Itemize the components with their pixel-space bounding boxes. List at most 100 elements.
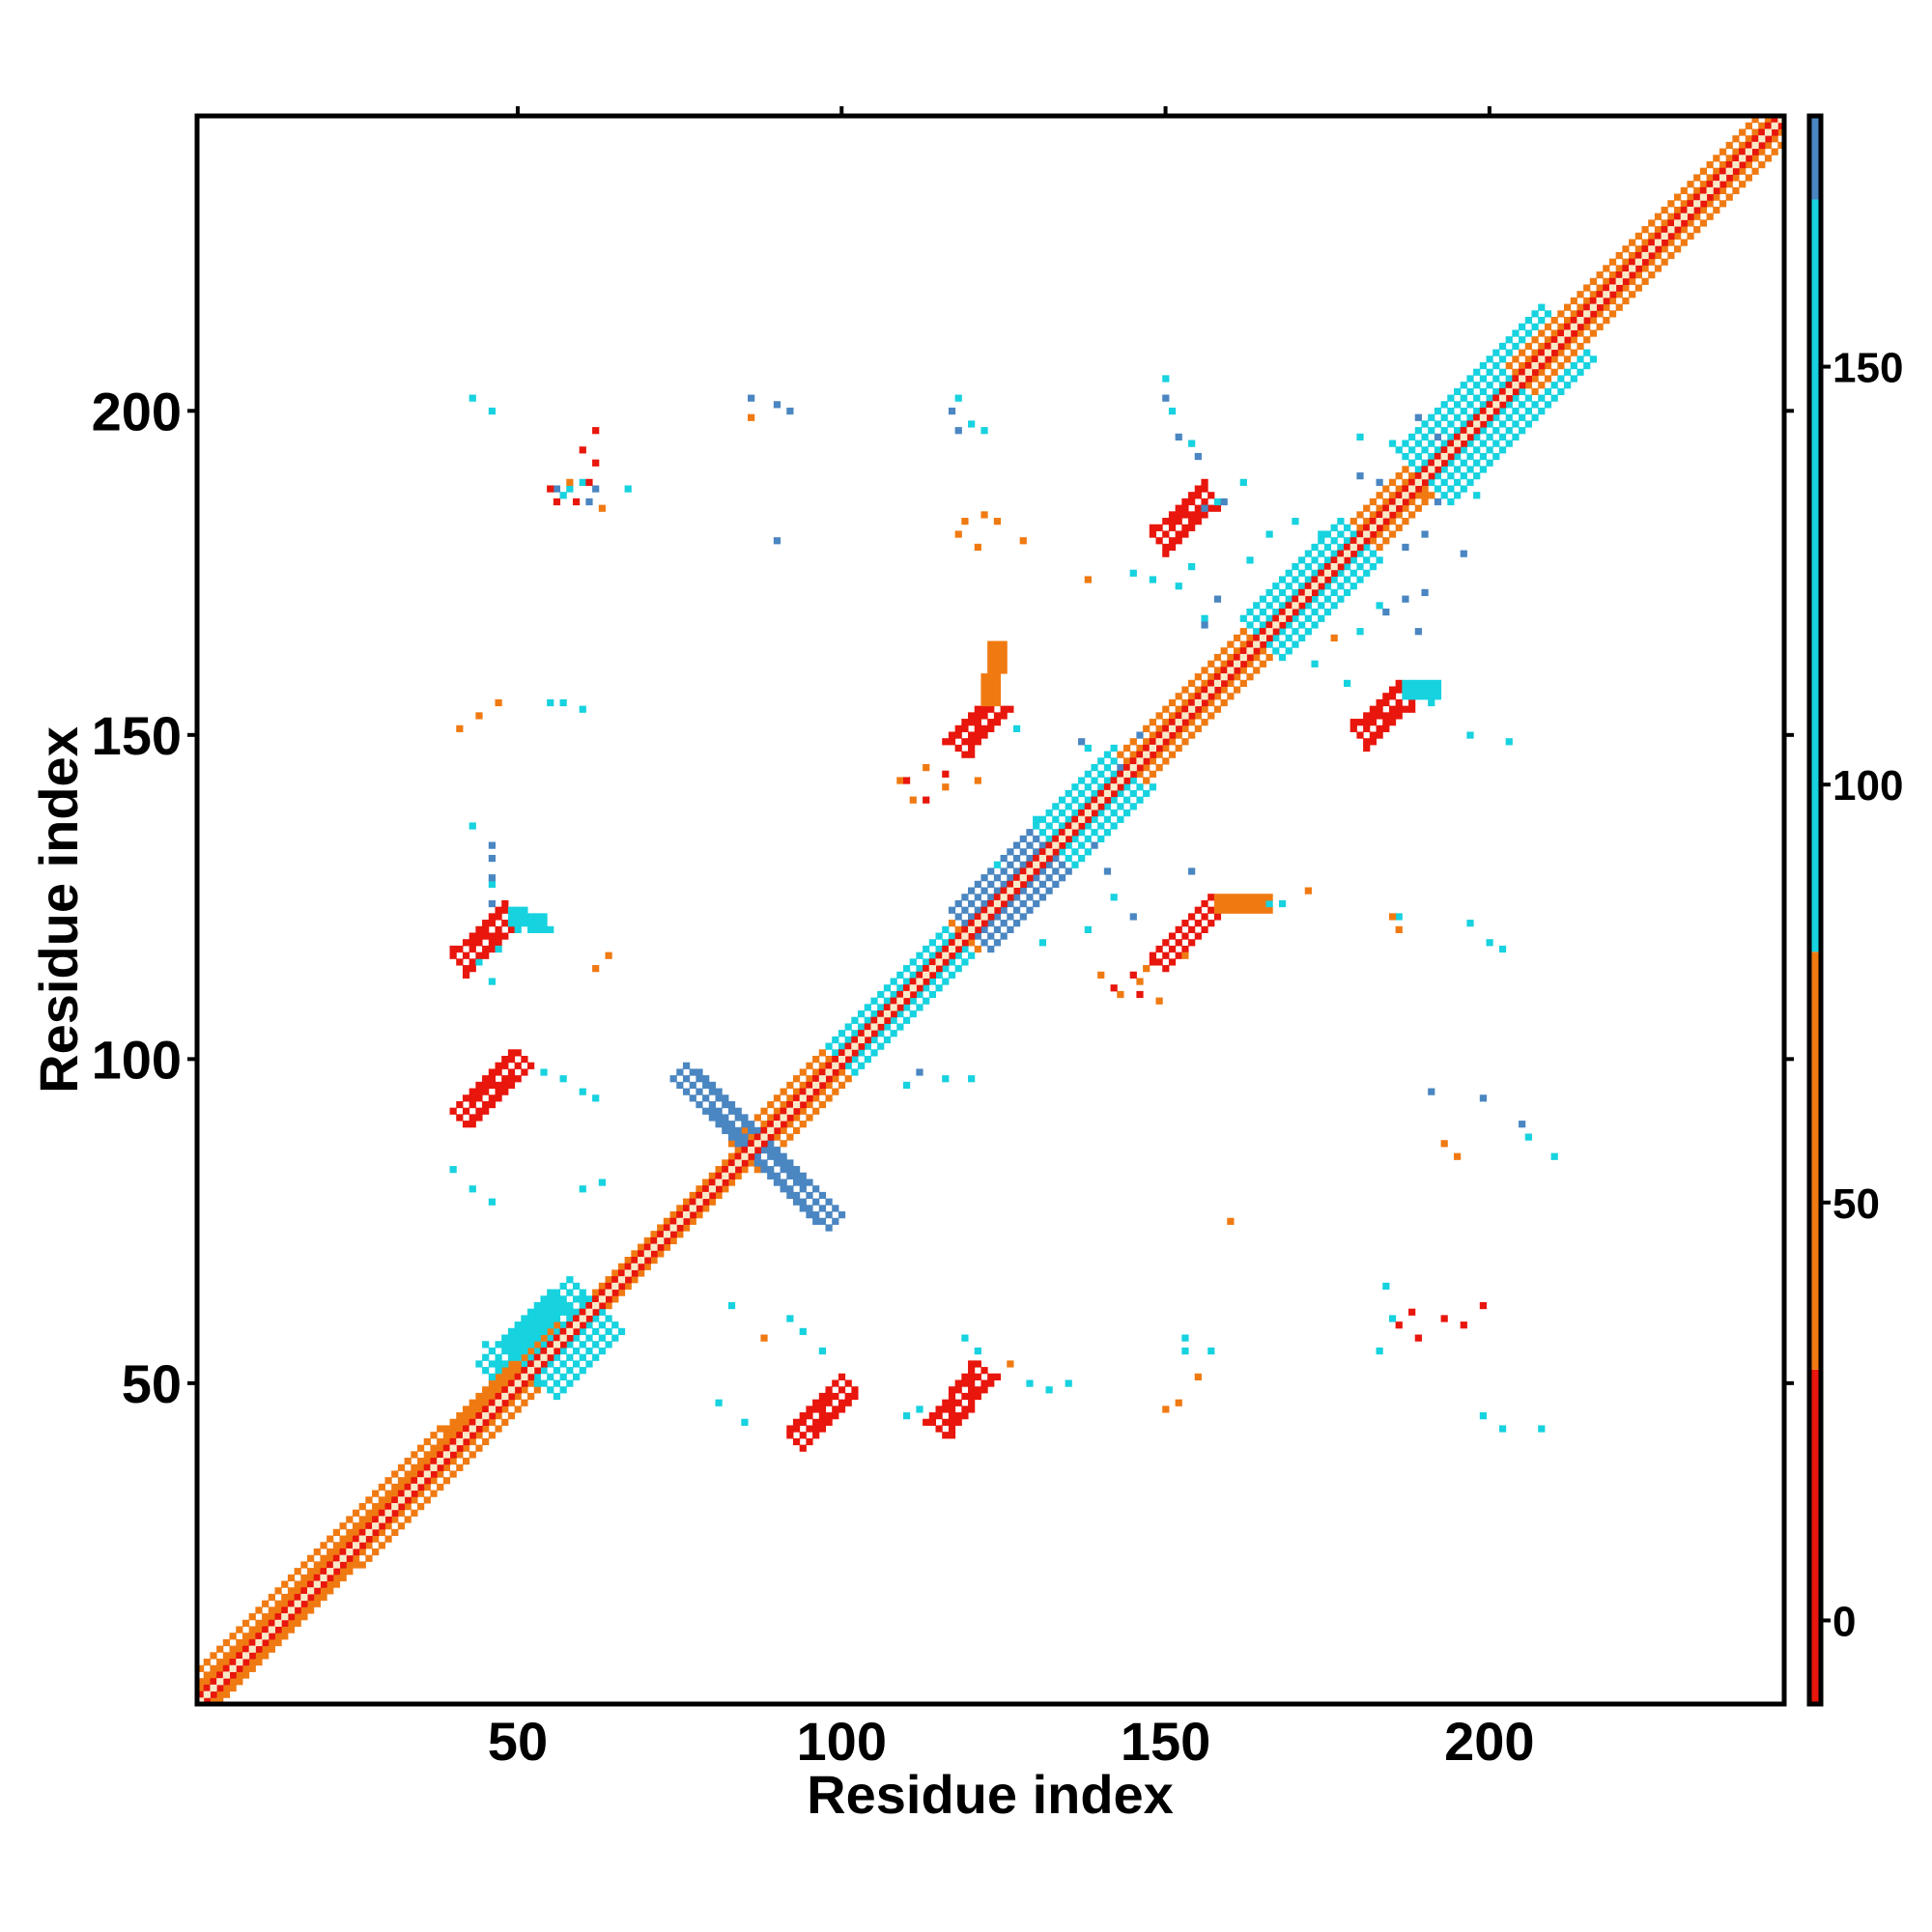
- heatmap-cell: [818, 1399, 826, 1406]
- heatmap-cell: [1298, 634, 1306, 642]
- heatmap-cell: [1629, 277, 1636, 285]
- heatmap-cell: [1395, 686, 1403, 694]
- heatmap-cell: [222, 1678, 231, 1686]
- heatmap-cell: [773, 1179, 781, 1186]
- heatmap-cell: [242, 1659, 250, 1666]
- heatmap-cell: [553, 1295, 561, 1303]
- heatmap-cell: [1395, 913, 1403, 921]
- heatmap-cell: [507, 1367, 516, 1375]
- heatmap-cell: [1699, 167, 1708, 175]
- heatmap-cell: [268, 1593, 275, 1602]
- heatmap-cell: [372, 1522, 380, 1530]
- heatmap-cell: [1395, 504, 1403, 512]
- heatmap-cell: [773, 1133, 781, 1141]
- heatmap-cell: [786, 1166, 794, 1174]
- heatmap-cell: [527, 1379, 535, 1387]
- heatmap-cell: [611, 1276, 619, 1284]
- heatmap-cell: [1557, 375, 1565, 383]
- heatmap-cell: [708, 1198, 716, 1206]
- heatmap-cell: [495, 1373, 502, 1380]
- heatmap-cell: [216, 1697, 224, 1705]
- heatmap-cell: [1428, 472, 1435, 480]
- heatmap-cell: [482, 1081, 490, 1090]
- heatmap-cell: [300, 1600, 308, 1607]
- heatmap-cell: [352, 1528, 360, 1537]
- heatmap-cell: [1376, 543, 1383, 552]
- heatmap-cell: [1201, 497, 1208, 506]
- heatmap-cell: [1117, 764, 1124, 772]
- heatmap-cell: [1395, 524, 1403, 531]
- heatmap-cell: [1162, 518, 1170, 526]
- heatmap-cell: [1078, 789, 1086, 798]
- heatmap-cell: [1693, 174, 1701, 182]
- heatmap-cell: [1188, 731, 1196, 739]
- heatmap-cell: [411, 1463, 418, 1471]
- heatmap-cell: [527, 1373, 535, 1380]
- heatmap-cell: [1278, 899, 1287, 908]
- heatmap-cell: [559, 1282, 567, 1291]
- heatmap-cell: [521, 913, 528, 921]
- heatmap-cell: [358, 1535, 366, 1543]
- heatmap-cell: [1421, 693, 1429, 700]
- heatmap-cell: [851, 1049, 859, 1057]
- heatmap-cell: [1713, 167, 1720, 175]
- heatmap-cell: [1428, 492, 1435, 499]
- heatmap-cell: [753, 1140, 761, 1148]
- heatmap-cell: [1052, 854, 1060, 863]
- heatmap-cell: [268, 1606, 275, 1614]
- heatmap-cell: [514, 1321, 522, 1329]
- heatmap-cell: [818, 1425, 826, 1433]
- heatmap-cell: [358, 1516, 366, 1523]
- heatmap-cell: [1505, 394, 1513, 402]
- heatmap-cell: [1466, 427, 1474, 435]
- heatmap-cell: [592, 1301, 600, 1310]
- heatmap-cell: [397, 1483, 406, 1492]
- heatmap-cell: [1045, 887, 1053, 895]
- heatmap-cell: [1376, 556, 1383, 564]
- heatmap-cell: [1408, 485, 1416, 493]
- heatmap-cell: [592, 1289, 600, 1296]
- heatmap-cell: [1012, 880, 1021, 889]
- heatmap-cell: [806, 1062, 813, 1069]
- heatmap-cell: [1376, 518, 1383, 526]
- heatmap-cell: [669, 1224, 677, 1232]
- heatmap-cell: [547, 1308, 554, 1316]
- heatmap-cell: [1713, 155, 1720, 162]
- heatmap-cell: [1298, 621, 1306, 629]
- heatmap-cell: [1719, 167, 1727, 175]
- heatmap-cell: [255, 1638, 263, 1647]
- heatmap-cell: [521, 1360, 528, 1368]
- heatmap-cell: [1388, 504, 1397, 512]
- heatmap-cell: [1162, 375, 1170, 383]
- heatmap-cell: [1278, 588, 1287, 597]
- heatmap-cell: [851, 1386, 859, 1394]
- heatmap-cell: [1512, 382, 1520, 389]
- heatmap-cell: [1084, 576, 1092, 583]
- heatmap-cell: [1000, 660, 1008, 668]
- heatmap-cell: [702, 1185, 710, 1193]
- heatmap-cell: [1583, 336, 1591, 344]
- heatmap-cell: [1498, 387, 1507, 396]
- heatmap-cell: [378, 1483, 385, 1492]
- heatmap-cell: [1078, 854, 1086, 863]
- heatmap-cell: [1058, 861, 1066, 868]
- heatmap-cell: [825, 1399, 833, 1406]
- heatmap-cell: [287, 1619, 296, 1627]
- heatmap-cell: [1473, 459, 1481, 467]
- heatmap-cell: [592, 1353, 600, 1361]
- heatmap-cell: [954, 1379, 962, 1387]
- heatmap-cell: [1033, 815, 1040, 823]
- heatmap-cell: [1129, 764, 1137, 772]
- heatmap-cell: [1181, 530, 1189, 538]
- heatmap-cell: [229, 1645, 237, 1653]
- heatmap-cell: [1434, 420, 1442, 428]
- heatmap-cell: [923, 971, 930, 979]
- heatmap-cell: [1084, 803, 1092, 810]
- heatmap-cell: [1648, 258, 1656, 266]
- heatmap-cell: [378, 1502, 385, 1511]
- heatmap-cell: [572, 1315, 581, 1322]
- heatmap-cell: [1751, 135, 1759, 143]
- heatmap-cell: [1388, 440, 1397, 447]
- heatmap-cell: [715, 1121, 723, 1128]
- heatmap-cell: [287, 1587, 296, 1595]
